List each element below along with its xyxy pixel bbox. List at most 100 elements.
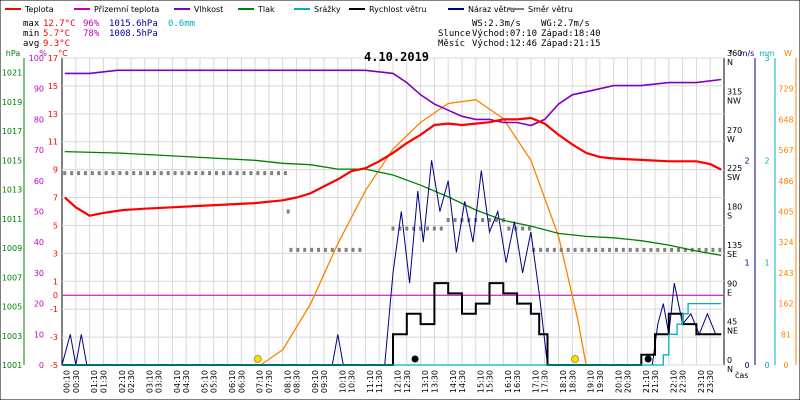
direction-dot	[711, 247, 715, 252]
axis-w-tick: 162	[778, 300, 793, 309]
stats-avg-label: avg	[23, 39, 39, 49]
stats-min-press: 1008.5hPa	[109, 29, 158, 39]
axis-pct-tick: 80	[34, 115, 44, 124]
direction-dot	[351, 247, 355, 252]
x-tick-label: 16:30	[513, 370, 522, 393]
direction-dot	[201, 171, 205, 176]
axis-hpa-tick: 1017	[2, 127, 22, 136]
direction-dot	[77, 171, 81, 176]
axes: hPa% °C1001100310051007100910111013101510…	[2, 49, 797, 393]
axis-hpa-tick: 1005	[2, 303, 22, 312]
direction-dot	[270, 171, 274, 176]
direction-dot	[488, 218, 492, 223]
direction-dot	[125, 171, 129, 176]
x-tick-label: 02:30	[127, 370, 136, 393]
axis-dir-tick: 45	[727, 318, 737, 327]
direction-dot	[573, 247, 577, 252]
direction-dot	[83, 171, 87, 176]
direction-dot	[419, 226, 423, 231]
direction-dot	[256, 171, 260, 176]
direction-dot	[286, 209, 290, 214]
direction-dot	[621, 247, 625, 252]
axis-dir-tick: 225	[727, 164, 742, 173]
direction-dot	[90, 171, 94, 176]
x-tick-label: 16:10	[504, 370, 513, 393]
direction-dot	[277, 171, 281, 176]
direction-dot	[289, 247, 293, 252]
direction-dot	[683, 247, 687, 252]
axis-w-tick: 243	[778, 269, 793, 278]
direction-dot	[559, 247, 563, 252]
axis-c-tick: 5	[53, 221, 58, 230]
x-tick-label: 03:30	[155, 370, 164, 393]
direction-dot	[405, 226, 409, 231]
direction-dot	[173, 171, 177, 176]
direction-dot	[481, 218, 485, 223]
legend-label: Náraz větru	[468, 5, 515, 14]
direction-dot	[587, 247, 591, 252]
x-tick-label: 18:10	[559, 370, 568, 393]
axis-c-tick: 15	[48, 82, 58, 91]
x-tick-label: 20:10	[614, 370, 623, 393]
axis-mm-title: mm	[759, 49, 775, 58]
direction-dot	[601, 247, 605, 252]
direction-dot	[249, 171, 253, 176]
info-sun-label: Slunce	[438, 29, 471, 39]
direction-dot	[296, 247, 300, 252]
direction-dot	[391, 226, 395, 231]
direction-dot	[545, 247, 549, 252]
axis-hpa-tick: 1011	[2, 215, 22, 224]
axis-w-tick: 81	[781, 330, 791, 339]
direction-dot	[310, 247, 314, 252]
legend-label: Rychlost větru	[369, 5, 426, 14]
rain-series	[62, 302, 722, 366]
direction-dot	[221, 171, 225, 176]
stats-max-hum: 96%	[83, 19, 100, 29]
x-tick-label: 21:30	[651, 370, 660, 393]
direction-dot	[139, 171, 143, 176]
x-tick-label: 22:10	[669, 370, 678, 393]
axis-dir-name: N	[727, 58, 733, 67]
axis-pct-tick: 100	[29, 54, 44, 63]
axis-ms-title: m/s	[740, 49, 755, 58]
plot-area	[61, 69, 724, 366]
direction-dot	[566, 247, 570, 252]
direction-dot	[507, 226, 511, 231]
axis-hpa-title: hPa	[6, 49, 21, 58]
direction-dot	[97, 171, 101, 176]
direction-dot	[70, 171, 74, 176]
info-sunset: Západ:18:40	[541, 29, 601, 39]
x-tick-label: 01:30	[99, 370, 108, 393]
direction-dot	[146, 171, 150, 176]
axis-dir-tick: 180	[727, 203, 742, 212]
solar-series	[260, 99, 587, 366]
axis-dir-name: E	[727, 288, 732, 297]
direction-dot	[425, 226, 429, 231]
direction-dot	[704, 247, 708, 252]
direction-dot	[194, 171, 198, 176]
moon-icon	[644, 355, 652, 363]
axis-c-tick: 17	[48, 54, 58, 63]
stats-max-temp: 12.7°C	[43, 19, 76, 29]
direction-dot	[635, 247, 639, 252]
axis-hpa-tick: 1009	[2, 244, 22, 253]
axis-dir-tick: 315	[727, 87, 742, 96]
direction-dot	[317, 247, 321, 252]
temperature-series	[64, 116, 722, 217]
x-tick-label: 19:10	[587, 370, 596, 393]
direction-dot	[187, 171, 191, 176]
direction-dot	[697, 247, 701, 252]
direction-dot	[718, 247, 722, 252]
direction-dot	[398, 226, 402, 231]
axis-dir-tick: 270	[727, 126, 742, 135]
axis-c-tick: 3	[53, 249, 58, 258]
axis-pct-tick: 20	[34, 300, 44, 309]
x-tick-label: 20:30	[623, 370, 632, 393]
direction-dot	[446, 218, 450, 223]
direction-dot	[453, 218, 457, 223]
x-tick-label: 06:10	[228, 370, 237, 393]
pressure-series	[64, 150, 722, 257]
axis-w-tick: 648	[778, 115, 793, 124]
axis-w-tick: 486	[778, 177, 793, 186]
axis-w-tick: 324	[778, 238, 793, 247]
